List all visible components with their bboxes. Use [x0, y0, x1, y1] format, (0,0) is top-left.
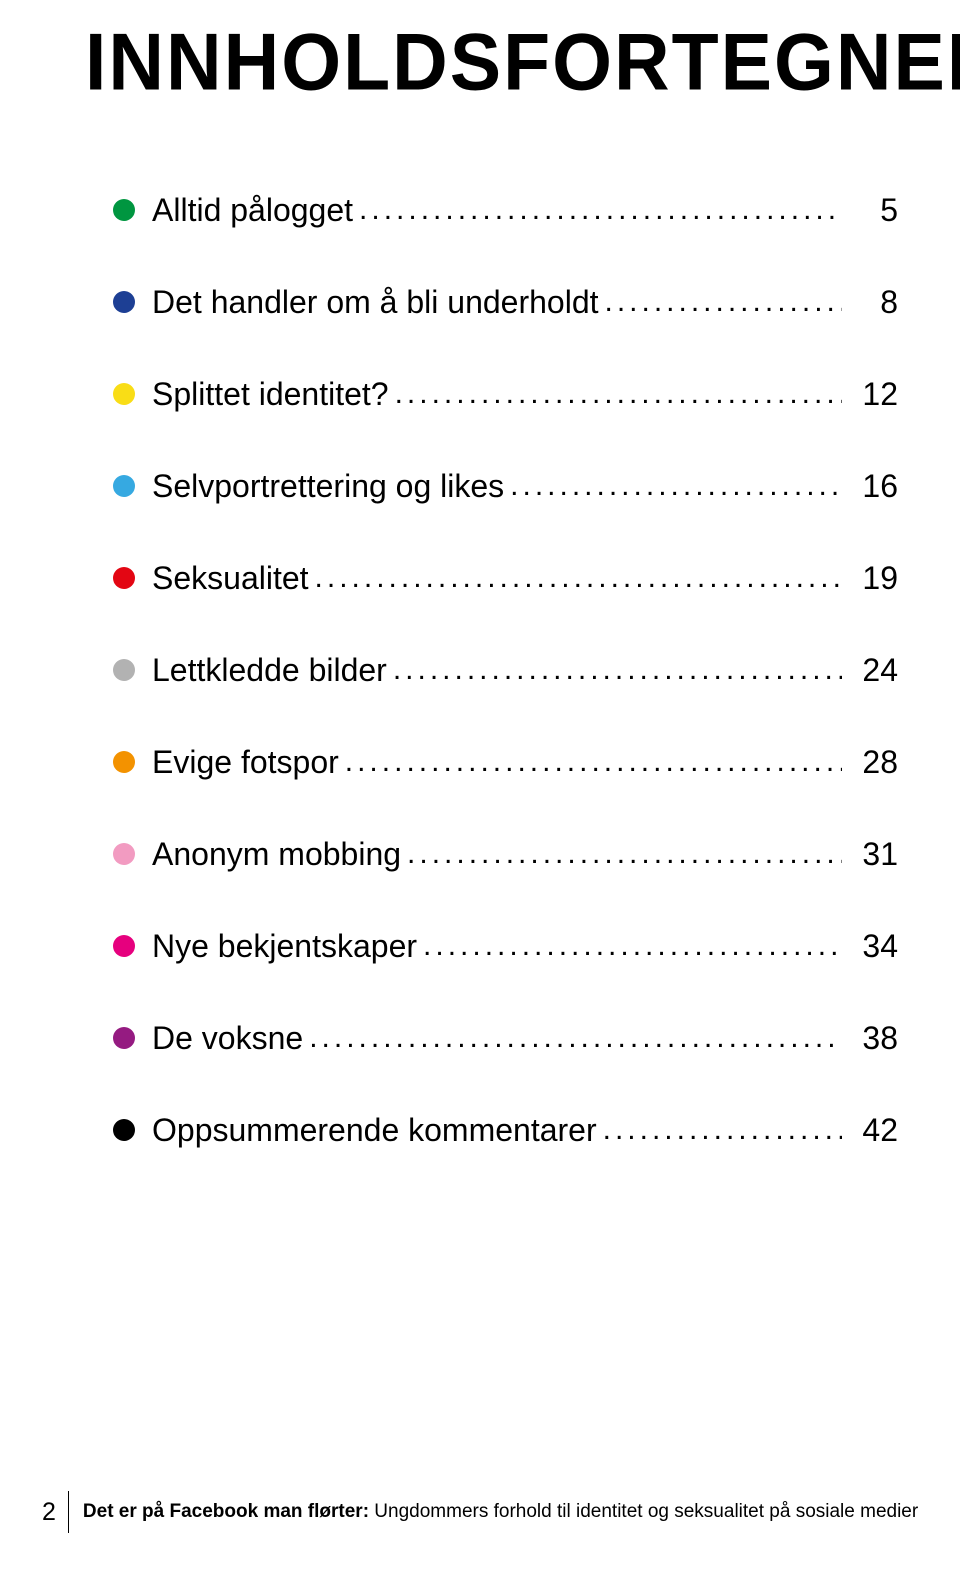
dot-leader: [389, 377, 842, 411]
dot-leader: [309, 561, 842, 595]
footer-bold: Det er på Facebook man flørter:: [83, 1501, 369, 1522]
toc-label: Evige fotspor: [152, 744, 339, 781]
bullet-icon: [113, 567, 135, 589]
bullet-icon: [113, 751, 135, 773]
toc-page-number: 28: [842, 744, 898, 781]
toc-item: Selvportrettering og likes 16: [113, 468, 898, 505]
bullet-icon: [113, 475, 135, 497]
toc-item: Anonym mobbing 31: [113, 836, 898, 873]
toc-label: Oppsummerende kommentarer: [152, 1112, 597, 1149]
footer-page-number: 2: [42, 1498, 56, 1527]
toc-item: Nye bekjentskaper 34: [113, 928, 898, 965]
toc-page-number: 5: [842, 192, 898, 229]
toc-label: Splittet identitet?: [152, 376, 389, 413]
bullet-icon: [113, 843, 135, 865]
dot-leader: [599, 285, 843, 319]
toc-page-number: 12: [842, 376, 898, 413]
bullet-icon: [113, 199, 135, 221]
toc-list: Alltid pålogget 5 Det handler om å bli u…: [85, 192, 898, 1149]
bullet-icon: [113, 1027, 135, 1049]
footer-divider: [68, 1491, 69, 1533]
page-footer: 2 Det er på Facebook man flørter: Ungdom…: [42, 1491, 918, 1533]
dot-leader: [303, 1021, 842, 1055]
dot-leader: [504, 469, 842, 503]
footer-text: Det er på Facebook man flørter: Ungdomme…: [83, 1501, 918, 1523]
toc-page-number: 8: [842, 284, 898, 321]
toc-label: Anonym mobbing: [152, 836, 401, 873]
dot-leader: [401, 837, 842, 871]
dot-leader: [339, 745, 842, 779]
toc-item: Evige fotspor 28: [113, 744, 898, 781]
page-container: INNHOLDSFORTEGNELSE Alltid pålogget 5 De…: [0, 0, 960, 1573]
toc-page-number: 34: [842, 928, 898, 965]
toc-item: Lettkledde bilder 24: [113, 652, 898, 689]
dot-leader: [417, 929, 842, 963]
toc-page-number: 19: [842, 560, 898, 597]
bullet-icon: [113, 383, 135, 405]
toc-item: Seksualitet 19: [113, 560, 898, 597]
page-title: INNHOLDSFORTEGNELSE: [85, 16, 898, 109]
toc-page-number: 24: [842, 652, 898, 689]
footer-rest: Ungdommers forhold til identitet og seks…: [369, 1501, 918, 1522]
toc-item: Det handler om å bli underholdt 8: [113, 284, 898, 321]
toc-label: Alltid pålogget: [152, 192, 353, 229]
bullet-icon: [113, 935, 135, 957]
dot-leader: [597, 1113, 842, 1147]
toc-label: Selvportrettering og likes: [152, 468, 504, 505]
toc-label: De voksne: [152, 1020, 303, 1057]
toc-item: Alltid pålogget 5: [113, 192, 898, 229]
toc-label: Lettkledde bilder: [152, 652, 387, 689]
toc-page-number: 42: [842, 1112, 898, 1149]
toc-item: Splittet identitet? 12: [113, 376, 898, 413]
bullet-icon: [113, 291, 135, 313]
toc-page-number: 16: [842, 468, 898, 505]
toc-item: Oppsummerende kommentarer 42: [113, 1112, 898, 1149]
toc-item: De voksne 38: [113, 1020, 898, 1057]
bullet-icon: [113, 659, 135, 681]
dot-leader: [353, 193, 842, 227]
toc-page-number: 31: [842, 836, 898, 873]
toc-label: Nye bekjentskaper: [152, 928, 417, 965]
bullet-icon: [113, 1119, 135, 1141]
dot-leader: [387, 653, 842, 687]
toc-label: Seksualitet: [152, 560, 309, 597]
toc-page-number: 38: [842, 1020, 898, 1057]
toc-label: Det handler om å bli underholdt: [152, 284, 599, 321]
